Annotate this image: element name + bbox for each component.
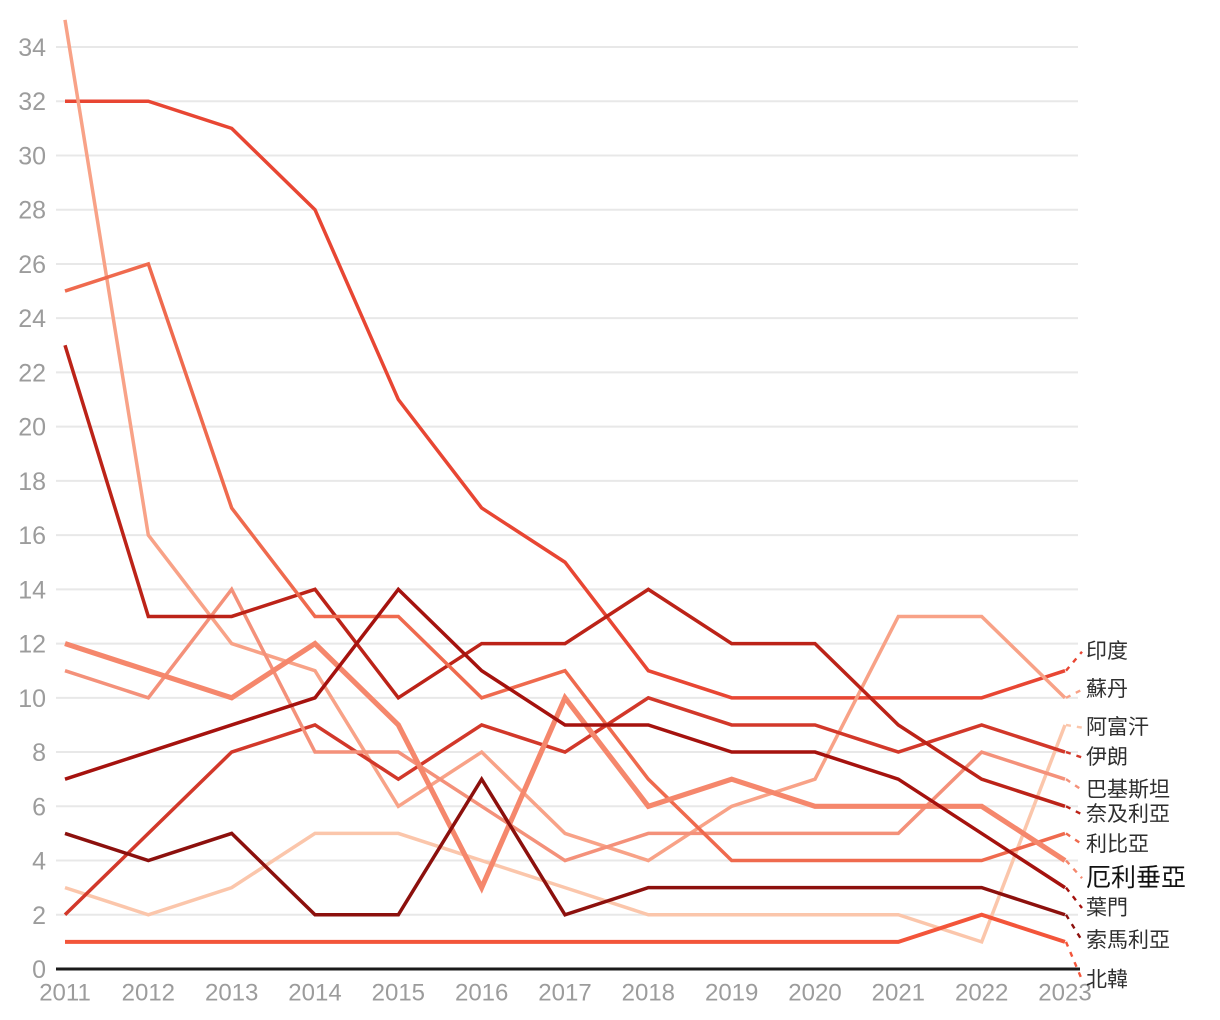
series-label-india: 印度 xyxy=(1086,640,1128,663)
series-sudan: 蘇丹 xyxy=(63,19,1128,863)
series-iran: 伊朗 xyxy=(63,695,1128,917)
y-axis-tick-label: 14 xyxy=(18,576,46,604)
series-yemen: 葉門 xyxy=(64,586,1128,919)
series-label-libya: 利比亞 xyxy=(1086,833,1149,856)
series-line-yemen xyxy=(64,586,1066,890)
x-axis-tick-label: 2014 xyxy=(288,980,341,1007)
y-axis-tick-label: 16 xyxy=(18,522,46,550)
series-leader-libya xyxy=(1065,832,1083,846)
gridlines-group xyxy=(56,46,1078,916)
x-axis-tick-label: 2019 xyxy=(705,980,758,1007)
series-label-north-korea: 北韓 xyxy=(1086,968,1128,991)
y-axis-tick-label: 28 xyxy=(18,197,46,225)
series-line-somalia xyxy=(64,775,1066,917)
y-axis-tick-label: 32 xyxy=(18,88,46,116)
series-line-iran xyxy=(63,695,1066,917)
series-line-sudan xyxy=(63,19,1067,863)
series-label-iran: 伊朗 xyxy=(1086,746,1128,769)
x-axis-tick-label: 2023 xyxy=(1038,980,1091,1007)
series-line-nigeria xyxy=(63,344,1066,808)
series-leader-india xyxy=(1065,650,1083,672)
series-leader-nigeria xyxy=(1065,805,1083,816)
series-label-eritrea: 厄利垂亞 xyxy=(1086,864,1186,892)
series-label-afghanistan: 阿富汗 xyxy=(1086,716,1149,739)
y-axis-tick-label: 4 xyxy=(32,848,46,876)
y-axis-tick-label: 24 xyxy=(18,305,46,333)
series-pakistan: 巴基斯坦 xyxy=(64,586,1170,863)
x-axis-tick-label: 2016 xyxy=(455,980,508,1007)
series-leader-pakistan xyxy=(1065,778,1083,792)
x-axis-tick-label: 2018 xyxy=(622,980,675,1007)
y-axis-tick-label: 34 xyxy=(18,34,46,62)
series-line-afghanistan xyxy=(64,724,1067,945)
series-leader-somalia xyxy=(1064,914,1084,942)
x-axis-tick-label: 2015 xyxy=(372,980,425,1007)
series-line-north-korea xyxy=(65,912,1066,944)
series-leader-north-korea xyxy=(1064,941,1084,981)
x-axis-tick-label: 2020 xyxy=(788,980,841,1007)
x-axis-tick-label: 2013 xyxy=(205,980,258,1007)
series-nigeria: 奈及利亞 xyxy=(63,344,1170,826)
y-axis-tick-label: 2 xyxy=(32,902,46,930)
series-label-nigeria: 奈及利亞 xyxy=(1086,803,1170,826)
x-axis-tick-label: 2022 xyxy=(955,980,1008,1007)
series-leader-eritrea xyxy=(1065,859,1083,879)
series-eritrea: 厄利垂亞 xyxy=(64,640,1186,894)
series-line-india xyxy=(65,99,1066,700)
series-label-yemen: 葉門 xyxy=(1086,896,1128,919)
x-axis-tick-label: 2011 xyxy=(39,980,91,1007)
y-axis-tick-label: 20 xyxy=(18,414,46,442)
series-somalia: 索馬利亞 xyxy=(64,775,1170,952)
y-axis-tick-label: 18 xyxy=(18,468,46,496)
series-label-somalia: 索馬利亞 xyxy=(1086,929,1170,952)
y-axis-tick-label: 0 xyxy=(32,956,46,984)
series-leader-afghanistan xyxy=(1065,723,1083,729)
series-leader-yemen xyxy=(1065,886,1083,909)
series-label-pakistan: 巴基斯坦 xyxy=(1086,779,1170,802)
y-axis-tick-label: 22 xyxy=(18,359,46,387)
y-axis-tick-label: 6 xyxy=(32,793,46,821)
y-axis-tick-label: 30 xyxy=(18,142,46,170)
x-axis-tick-label: 2021 xyxy=(872,980,925,1007)
series-north-korea: 北韓 xyxy=(65,912,1128,991)
series-line-eritrea xyxy=(64,640,1067,894)
x-axis-tick-label: 2012 xyxy=(122,980,175,1007)
series-leader-iran xyxy=(1065,750,1083,759)
series-line-libya xyxy=(64,261,1066,863)
x-axis-tick-labels: 2011 2012 2013 2014 2015 2016 2017 2018 2019 2020… xyxy=(39,980,1091,1007)
y-axis-tick-label: 8 xyxy=(32,739,46,767)
series-label-sudan: 蘇丹 xyxy=(1086,678,1128,701)
y-axis-tick-label: 10 xyxy=(18,685,46,713)
series-libya: 利比亞 xyxy=(64,261,1149,863)
series-afghanistan: 阿富汗 xyxy=(64,716,1149,945)
series-line-pakistan xyxy=(64,586,1066,863)
series-leader-sudan xyxy=(1065,688,1083,699)
y-axis-tick-label: 26 xyxy=(18,251,46,279)
x-axis-tick-label: 2017 xyxy=(538,980,591,1007)
series-india: 印度 xyxy=(65,99,1128,700)
y-axis-tick-label: 12 xyxy=(18,631,46,659)
